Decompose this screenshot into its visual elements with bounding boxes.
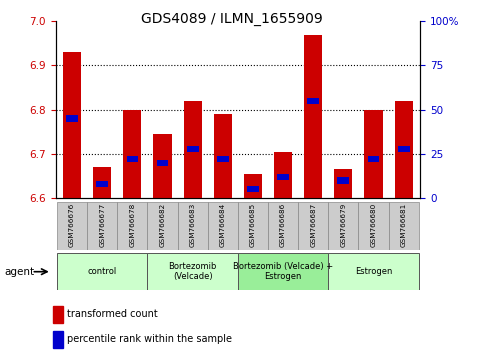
Text: GSM766680: GSM766680 bbox=[370, 202, 376, 247]
Bar bbox=[147, 253, 238, 290]
Text: GSM766677: GSM766677 bbox=[99, 202, 105, 247]
Text: agent: agent bbox=[5, 267, 35, 277]
Bar bbox=[63, 52, 81, 198]
Text: GSM766678: GSM766678 bbox=[129, 202, 135, 247]
Bar bbox=[66, 115, 78, 122]
Text: GSM766679: GSM766679 bbox=[341, 202, 346, 247]
Text: Bortezomib
(Velcade): Bortezomib (Velcade) bbox=[169, 262, 217, 281]
Bar bbox=[53, 306, 63, 323]
Bar bbox=[178, 202, 208, 250]
Bar bbox=[147, 202, 178, 250]
Bar bbox=[398, 145, 410, 152]
Bar bbox=[208, 202, 238, 250]
Text: Bortezomib (Velcade) +
Estrogen: Bortezomib (Velcade) + Estrogen bbox=[233, 262, 333, 281]
Bar bbox=[358, 202, 388, 250]
Text: Estrogen: Estrogen bbox=[355, 267, 392, 276]
Bar bbox=[53, 331, 63, 348]
Bar bbox=[156, 160, 169, 166]
Bar bbox=[368, 156, 379, 162]
Text: GSM766686: GSM766686 bbox=[280, 202, 286, 247]
Bar bbox=[395, 101, 412, 198]
Bar bbox=[217, 156, 228, 162]
Text: GDS4089 / ILMN_1655909: GDS4089 / ILMN_1655909 bbox=[141, 12, 323, 27]
Bar bbox=[238, 253, 328, 290]
Bar bbox=[328, 202, 358, 250]
Bar bbox=[154, 134, 171, 198]
Bar bbox=[247, 186, 259, 193]
Bar bbox=[187, 145, 199, 152]
Bar bbox=[117, 202, 147, 250]
Bar bbox=[307, 98, 319, 104]
Text: GSM766687: GSM766687 bbox=[310, 202, 316, 247]
Bar bbox=[274, 152, 292, 198]
Bar bbox=[277, 174, 289, 180]
Bar bbox=[238, 202, 268, 250]
Text: transformed count: transformed count bbox=[68, 309, 158, 319]
Text: GSM766681: GSM766681 bbox=[400, 202, 407, 247]
Bar bbox=[87, 202, 117, 250]
Bar bbox=[57, 202, 87, 250]
Bar bbox=[57, 253, 147, 290]
Text: percentile rank within the sample: percentile rank within the sample bbox=[68, 334, 232, 344]
Bar bbox=[268, 202, 298, 250]
Bar bbox=[328, 253, 419, 290]
Text: GSM766684: GSM766684 bbox=[220, 202, 226, 247]
Bar bbox=[184, 101, 202, 198]
Text: GSM766682: GSM766682 bbox=[159, 202, 166, 247]
Bar bbox=[298, 202, 328, 250]
Text: GSM766685: GSM766685 bbox=[250, 202, 256, 247]
Bar bbox=[214, 114, 232, 198]
Bar bbox=[127, 156, 138, 162]
Text: control: control bbox=[87, 267, 117, 276]
Bar bbox=[338, 177, 349, 184]
Text: GSM766676: GSM766676 bbox=[69, 202, 75, 247]
Bar bbox=[334, 170, 353, 198]
Bar bbox=[93, 167, 111, 198]
Bar bbox=[123, 110, 142, 198]
Bar bbox=[304, 34, 322, 198]
Bar bbox=[244, 174, 262, 198]
Text: GSM766683: GSM766683 bbox=[190, 202, 196, 247]
Bar bbox=[365, 110, 383, 198]
Bar bbox=[97, 181, 108, 187]
Bar bbox=[388, 202, 419, 250]
